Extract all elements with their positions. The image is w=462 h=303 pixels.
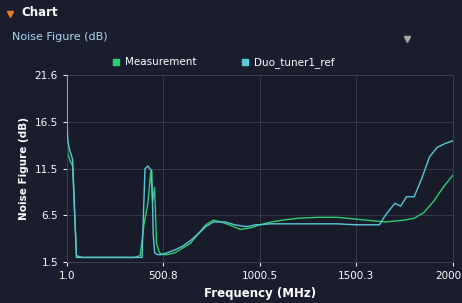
X-axis label: Frequency (MHz): Frequency (MHz) bbox=[204, 287, 316, 300]
Text: Duo_tuner1_ref: Duo_tuner1_ref bbox=[254, 57, 334, 68]
Text: Chart: Chart bbox=[21, 6, 58, 19]
Text: Measurement: Measurement bbox=[125, 57, 196, 67]
Text: Noise Figure (dB): Noise Figure (dB) bbox=[12, 32, 107, 42]
Y-axis label: Noise Figure (dB): Noise Figure (dB) bbox=[19, 117, 29, 220]
